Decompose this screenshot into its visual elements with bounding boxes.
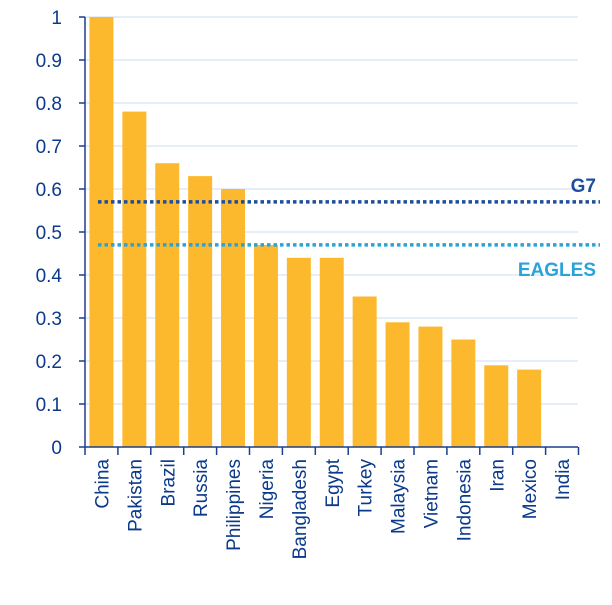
y-tick-label: 0.5 (36, 223, 62, 244)
bar (352, 296, 377, 447)
bar (155, 163, 180, 447)
bar (286, 257, 311, 447)
axes (79, 16, 580, 455)
bar (188, 176, 213, 447)
bar (253, 244, 278, 447)
x-tick-label: Indonesia (454, 459, 475, 542)
bars (89, 17, 542, 447)
y-tick-label: 0.2 (36, 352, 62, 373)
y-tick-label: 0.4 (36, 266, 63, 287)
bar (221, 189, 246, 447)
labels: 0 0.1 0.2 0.3 0.4 0.5 0.6 0.7 0.8 0.9 1 China Pakist… (36, 8, 596, 559)
y-tick-label: 0.7 (36, 137, 62, 158)
x-tick-label: Bangladesh (290, 459, 311, 559)
x-tick-label: Pakistan (125, 459, 146, 532)
reference-lines (98, 200, 600, 247)
bar (517, 369, 542, 447)
y-tick-label: 0.6 (36, 180, 62, 201)
bar (451, 339, 476, 447)
y-tick-label: 1 (51, 8, 62, 29)
bar (319, 257, 344, 447)
x-tick-label: Russia (191, 459, 212, 518)
y-tick-label: 0.9 (36, 51, 62, 72)
x-tick-label: Mexico (520, 459, 541, 519)
bar (89, 17, 114, 447)
x-tick-label: Egypt (323, 458, 344, 507)
x-tick-label: Brazil (158, 459, 179, 507)
y-tick-label: 0 (51, 438, 62, 459)
reference-line-label: EAGLES (518, 260, 596, 281)
bar (385, 322, 410, 447)
x-tick-label: Vietnam (421, 459, 442, 528)
x-tick-label: Malaysia (389, 459, 410, 534)
x-tick-label: Turkey (356, 459, 377, 517)
x-tick-label: India (553, 459, 574, 501)
reference-line-label: G7 (571, 176, 596, 197)
y-tick-label: 0.8 (36, 94, 62, 115)
y-tick-label: 0.1 (36, 395, 62, 416)
bar (418, 326, 443, 447)
y-tick-label: 0.3 (36, 309, 62, 330)
bar (484, 365, 509, 447)
x-tick-label: Iran (487, 459, 508, 492)
x-tick-label: Nigeria (257, 459, 278, 520)
x-tick-label: China (92, 459, 113, 509)
bar (122, 111, 147, 447)
x-tick-label: Philippines (224, 459, 245, 551)
